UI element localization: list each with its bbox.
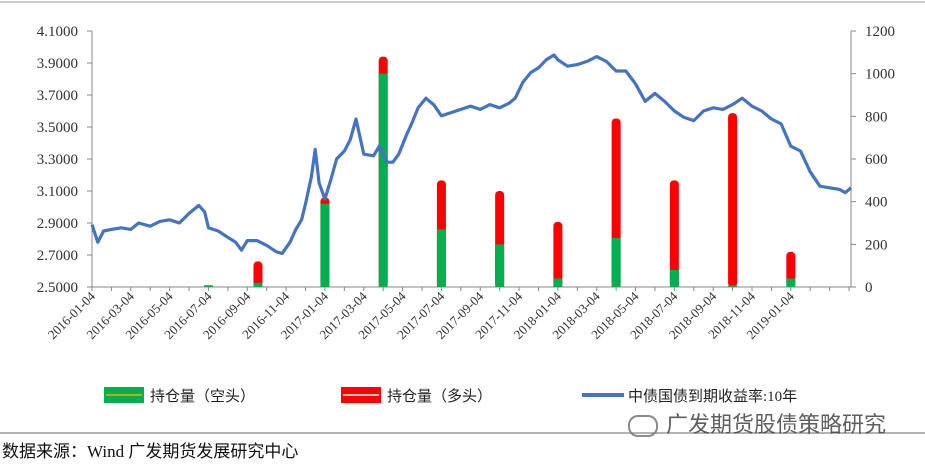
right-tick-label: 600 [865,152,888,168]
bar-short [436,229,446,287]
bar-short [495,244,505,287]
legend-label: 中债国债到期收益率:10年 [628,388,797,405]
right-tick-label: 1000 [865,67,895,83]
bar-short [203,285,213,287]
bar-short [728,285,738,287]
bars [203,56,796,288]
bar-short [611,237,621,287]
right-tick-label: 800 [865,109,888,125]
left-tick-label: 3.5000 [37,120,78,136]
left-tick-label: 3.7000 [37,88,78,104]
bar-short [378,73,388,288]
yield-line [90,53,853,255]
watermark-text: 广发期货股债策略研究 [666,413,887,438]
bar-short [669,269,679,287]
bar-short [320,203,330,287]
legend: 持仓量（空头） 持仓量（多头） 中债国债到期收益率:10年 [104,387,797,405]
right-tick-label: 200 [865,237,888,253]
legend-label: 持仓量（多头） [387,388,492,405]
bar-long [669,180,679,287]
right-tick-label: 0 [865,280,873,296]
right-tick-label: 400 [865,195,888,211]
bar-long [553,221,563,287]
right-tick-label: 1200 [865,24,895,40]
wechat-icon [628,415,658,437]
bar-long [253,261,263,287]
bar-short [553,278,563,287]
left-tick-label: 2.7000 [37,248,78,264]
left-tick-label: 3.1000 [37,184,78,200]
bar-long [728,113,738,287]
bar-long [786,251,796,287]
left-tick-label: 3.9000 [37,56,78,72]
bar-short [786,278,796,287]
legend-label: 持仓量（空头） [150,388,255,405]
left-tick-label: 2.9000 [37,216,78,232]
axes: 4.1000 3.9000 3.7000 3.5000 3.3000 3.1000 2.90… [37,24,895,342]
left-tick-label: 4.1000 [37,24,78,40]
watermark: 广发期货股债策略研究 [628,407,886,439]
left-tick-label: 3.3000 [37,152,78,168]
left-tick-label: 2.5000 [37,280,78,296]
source-note: 数据来源：Wind 广发期货发展研究中心 [2,442,299,461]
bar-short [253,282,263,287]
line-series [90,53,853,255]
